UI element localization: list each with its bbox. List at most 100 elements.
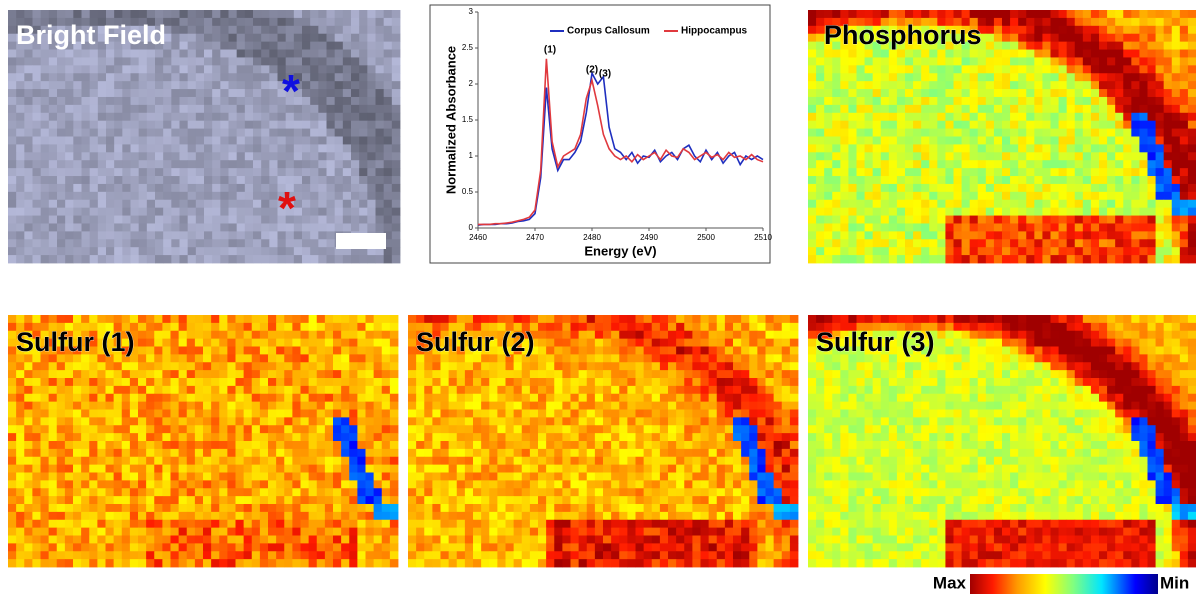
pixel bbox=[857, 239, 865, 247]
pixel bbox=[220, 113, 229, 121]
pixel bbox=[32, 465, 41, 473]
pixel bbox=[24, 528, 33, 536]
pixel bbox=[954, 216, 962, 224]
pixel bbox=[155, 10, 164, 18]
pixel bbox=[187, 362, 196, 370]
pixel bbox=[1091, 89, 1099, 97]
pixel bbox=[16, 97, 25, 105]
pixel bbox=[774, 339, 783, 347]
pixel bbox=[260, 488, 269, 496]
pixel bbox=[220, 97, 229, 105]
pixel bbox=[881, 255, 889, 263]
pixel bbox=[244, 559, 253, 567]
pixel bbox=[824, 200, 832, 208]
pixel bbox=[269, 81, 278, 89]
pixel bbox=[317, 559, 326, 567]
pixel bbox=[278, 10, 287, 18]
pixel bbox=[309, 378, 318, 386]
pixel bbox=[603, 354, 612, 362]
pixel bbox=[114, 315, 123, 323]
pixel bbox=[790, 323, 799, 331]
pixel bbox=[41, 543, 50, 551]
pixel bbox=[97, 480, 106, 488]
pixel bbox=[24, 480, 33, 488]
pixel bbox=[16, 449, 25, 457]
pixel bbox=[73, 192, 82, 200]
pixel bbox=[701, 362, 710, 370]
pixel bbox=[269, 121, 278, 129]
pixel bbox=[139, 176, 148, 184]
pixel bbox=[89, 465, 98, 473]
pixel bbox=[1091, 129, 1099, 137]
pixel bbox=[1188, 113, 1196, 121]
pixel bbox=[840, 121, 848, 129]
pixel bbox=[1164, 239, 1172, 247]
pixel bbox=[227, 331, 236, 339]
pixel bbox=[195, 528, 204, 536]
pixel bbox=[832, 129, 840, 137]
pixel bbox=[252, 339, 261, 347]
pixel bbox=[41, 121, 50, 129]
pixel bbox=[749, 315, 758, 323]
pixel bbox=[1123, 65, 1131, 73]
pixel bbox=[49, 57, 58, 65]
pixel bbox=[1059, 144, 1067, 152]
pixel bbox=[187, 441, 196, 449]
pixel bbox=[986, 208, 994, 216]
pixel bbox=[1115, 26, 1123, 34]
pixel bbox=[1107, 18, 1115, 26]
pixel bbox=[81, 362, 90, 370]
pixel bbox=[236, 315, 245, 323]
pixel bbox=[180, 223, 189, 231]
pixel bbox=[147, 105, 156, 113]
pixel bbox=[506, 370, 515, 378]
pixel bbox=[106, 394, 115, 402]
pixel bbox=[244, 528, 253, 536]
pixel bbox=[749, 347, 758, 355]
pixel bbox=[227, 504, 236, 512]
pixel bbox=[57, 160, 66, 168]
pixel bbox=[1059, 81, 1067, 89]
pixel bbox=[90, 73, 99, 81]
pixel bbox=[187, 473, 196, 481]
pixel bbox=[41, 223, 50, 231]
pixel bbox=[220, 208, 229, 216]
pixel bbox=[318, 34, 327, 42]
pixel bbox=[376, 18, 385, 26]
pixel bbox=[937, 184, 945, 192]
pixel bbox=[90, 247, 99, 255]
pixel bbox=[1099, 137, 1107, 145]
pixel bbox=[1091, 208, 1099, 216]
pixel bbox=[349, 410, 358, 418]
pixel bbox=[301, 480, 310, 488]
pixel bbox=[106, 239, 115, 247]
pixel bbox=[138, 362, 147, 370]
pixel bbox=[203, 347, 212, 355]
pixel bbox=[138, 323, 147, 331]
pixel bbox=[865, 239, 873, 247]
pixel bbox=[302, 160, 311, 168]
pixel bbox=[929, 50, 937, 58]
pixel bbox=[276, 370, 285, 378]
pixel bbox=[366, 339, 375, 347]
pixel bbox=[41, 184, 50, 192]
pixel bbox=[766, 331, 775, 339]
pixel bbox=[284, 551, 293, 559]
pixel bbox=[244, 315, 253, 323]
pixel bbox=[131, 200, 140, 208]
pixel bbox=[114, 512, 123, 520]
pixel bbox=[81, 394, 90, 402]
pixel bbox=[986, 184, 994, 192]
pixel bbox=[187, 449, 196, 457]
pixel bbox=[897, 223, 905, 231]
pixel bbox=[253, 231, 262, 239]
pixel bbox=[8, 528, 17, 536]
pixel bbox=[16, 105, 25, 113]
pixel bbox=[82, 160, 91, 168]
pixel bbox=[16, 255, 25, 263]
pixel bbox=[945, 81, 953, 89]
pixel bbox=[848, 200, 856, 208]
pixel bbox=[49, 394, 58, 402]
pixel bbox=[1067, 73, 1075, 81]
